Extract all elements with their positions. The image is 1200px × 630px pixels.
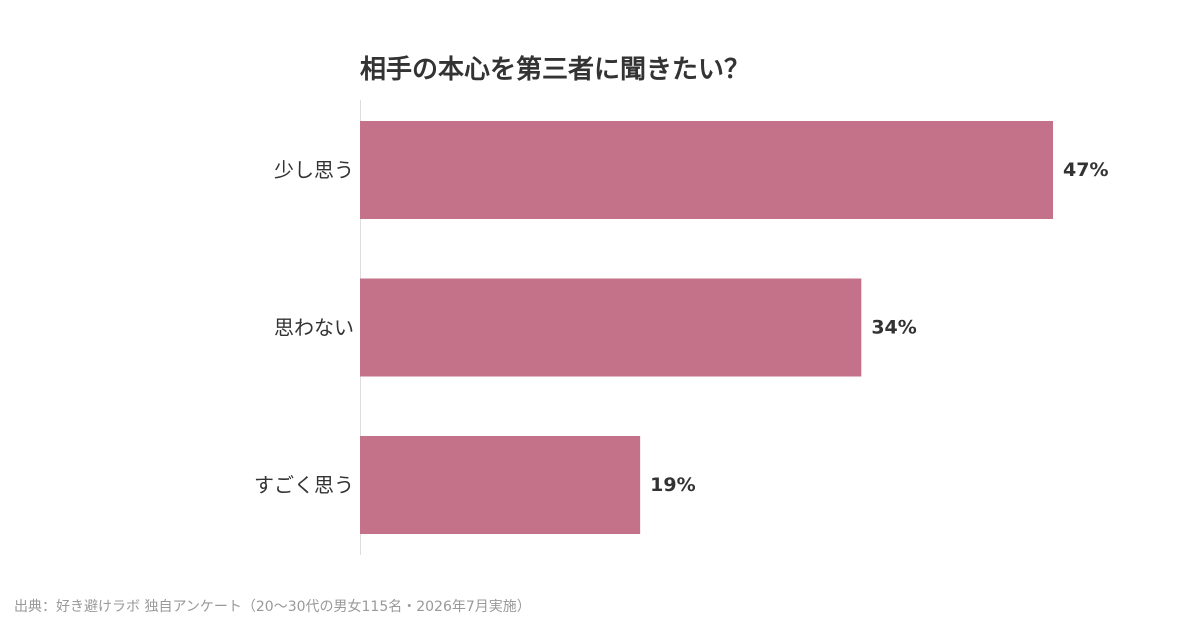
chart-title: 相手の本心を第三者に聞きたい？	[360, 54, 750, 85]
category-label-2: 思わない	[274, 316, 354, 340]
category-label-3: すごく思う	[254, 473, 354, 497]
value-label-2: 34%	[871, 317, 916, 339]
bar-3	[360, 436, 641, 534]
bar-1	[360, 121, 1053, 219]
value-label-3: 19%	[650, 474, 695, 496]
value-label-1: 47%	[1063, 159, 1108, 181]
bar-2	[360, 278, 862, 377]
source-note: 出典：好き避けラボ 独自アンケート（20〜30代の男女115名・2026年7月実…	[14, 598, 531, 615]
bars-group: 少し思う 47% 思わない 34% すごく思う 19%	[254, 121, 1108, 534]
category-label-1: 少し思う	[274, 158, 354, 182]
